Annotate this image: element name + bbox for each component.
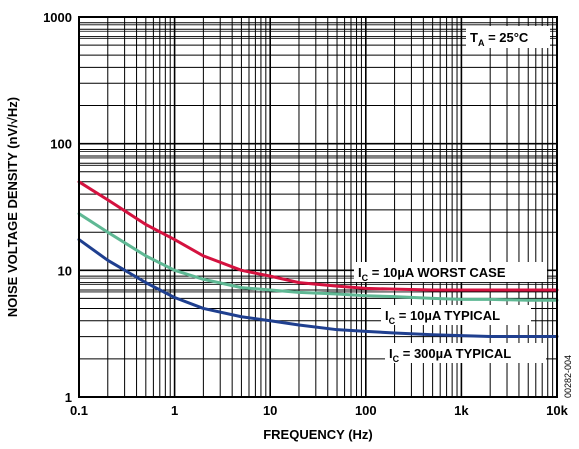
series-label-bg-1 xyxy=(381,305,531,325)
temperature-box xyxy=(466,26,550,48)
y-tick-label: 1 xyxy=(65,390,72,405)
y-tick-label: 1000 xyxy=(43,10,72,25)
series-label-bg-0 xyxy=(354,262,547,282)
y-axis-title: NOISE VOLTAGE DENSITY (nV/√Hz) xyxy=(5,97,20,317)
series-labels: IC = 10µA WORST CASE IC = 10µA TYPICAL I… xyxy=(354,262,547,364)
x-tick-label: 1k xyxy=(454,403,469,418)
x-tick-label: 0.1 xyxy=(70,403,88,418)
plot-frame xyxy=(78,16,558,398)
y-tick-labels: 1 10 100 1000 xyxy=(43,10,72,405)
series-label-1: IC = 10µA TYPICAL xyxy=(385,308,500,326)
series-label-bg-2 xyxy=(385,343,546,363)
x-tick-label: 10k xyxy=(546,403,568,418)
series-label-2: IC = 300µA TYPICAL xyxy=(389,346,511,364)
x-tick-label: 1 xyxy=(171,403,178,418)
y-tick-label: 100 xyxy=(50,137,72,152)
grid xyxy=(78,17,557,398)
series-line-2 xyxy=(77,238,559,339)
temperature-label: TA = 25°C xyxy=(470,30,529,48)
x-tick-labels: 0.11101001k10k10k xyxy=(70,403,569,418)
y-tick-label: 10 xyxy=(58,263,72,278)
series-line-0 xyxy=(77,180,559,292)
x-tick-label: 10 xyxy=(263,403,277,418)
figure-id: 00282-004 xyxy=(563,355,573,398)
series-label-0: IC = 10µA WORST CASE xyxy=(358,265,506,283)
x-axis-title: FREQUENCY (Hz) xyxy=(263,427,373,442)
series-line-1 xyxy=(77,212,559,302)
series-layer xyxy=(77,180,559,339)
x-tick-label: 100 xyxy=(355,403,377,418)
